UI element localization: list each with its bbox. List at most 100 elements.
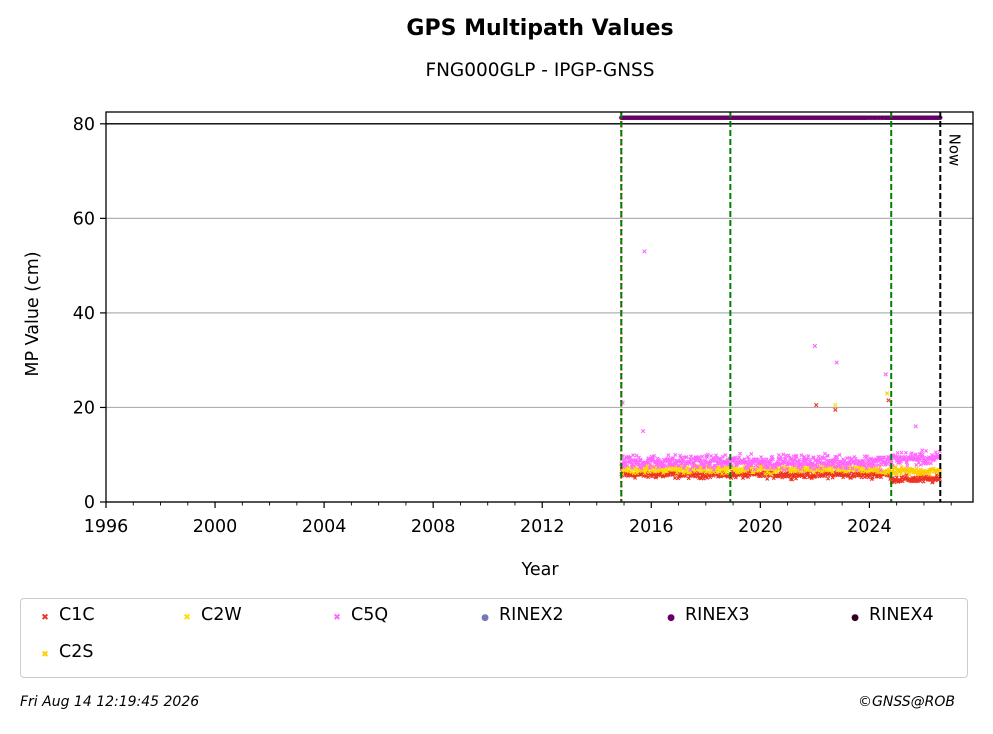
data-point-c2w [647, 470, 652, 475]
data-point-c5q [779, 457, 784, 462]
data-point-c2w [650, 468, 655, 473]
x-tick-label: 2024 [847, 517, 892, 537]
data-point-c5q [899, 450, 904, 455]
data-point-c2w [681, 471, 686, 476]
data-point-c5q [909, 451, 914, 456]
data-point-c5q [865, 454, 870, 459]
data-point-c5q [665, 456, 670, 461]
data-point-c5q [684, 455, 689, 460]
data-point-c1c [879, 475, 884, 480]
data-point-c5q [895, 451, 900, 456]
data-point-c5q [920, 448, 925, 453]
data-point-c2w [674, 470, 679, 475]
data-point-c1c [826, 476, 831, 481]
legend-marker-icon: ● [667, 613, 675, 623]
data-point-c2s [899, 471, 904, 476]
outlier-point-c5q [640, 428, 646, 434]
footer-credit: ©GNSS@ROB [858, 694, 955, 710]
data-point-c5q [712, 463, 717, 468]
data-point-c5q [663, 464, 668, 469]
data-point-c5q [845, 466, 850, 471]
data-point-c1c [688, 474, 692, 479]
data-point-c5q [745, 455, 750, 460]
data-point-c2s [907, 472, 912, 477]
x-tick-label: 2016 [629, 517, 674, 537]
data-point-c1c [813, 474, 818, 479]
legend-item-c2w: ✖ C2W [181, 605, 242, 625]
legend-label: C2W [201, 605, 242, 625]
data-point-c5q [697, 455, 702, 460]
legend-label: C5Q [351, 605, 389, 625]
data-point-c5q [854, 468, 859, 473]
legend-label: C2S [59, 642, 94, 662]
data-point-c5q [738, 451, 743, 456]
data-point-c5q [746, 465, 751, 470]
legend-label: RINEX4 [869, 605, 934, 625]
data-point-c5q [752, 467, 757, 472]
y-tick-label: 20 [73, 398, 95, 418]
data-point-c5q [656, 465, 661, 470]
data-point-c5q [788, 461, 793, 466]
now-label: Now [945, 134, 963, 167]
data-point-c5q [799, 464, 804, 469]
legend-marker-icon: ✖ [41, 650, 49, 660]
data-point-c1c [921, 479, 926, 484]
data-point-c5q [873, 463, 878, 468]
y-tick-label: 60 [73, 209, 95, 229]
data-point-c5q [711, 456, 716, 461]
data-point-c5q [834, 454, 839, 459]
data-point-c5q [869, 456, 874, 461]
data-point-c2w [860, 469, 865, 474]
data-point-c5q [651, 464, 656, 469]
x-tick-label: 2012 [520, 517, 565, 537]
data-point-c5q [903, 450, 908, 455]
data-point-c2w [723, 471, 728, 476]
legend-item-c2s: ✖ C2S [39, 642, 93, 662]
footer-timestamp: Fri Aug 14 12:19:45 2026 [20, 694, 200, 710]
data-point-c5q [733, 455, 738, 460]
legend-item-c1c: ✖ C1C [39, 605, 94, 625]
x-tick-label: 2020 [738, 517, 783, 537]
data-point-c5q [746, 457, 751, 462]
data-point-c1c [937, 477, 942, 482]
data-point-c5q [671, 456, 676, 461]
data-point-c5q [797, 457, 802, 462]
data-point-c5q [692, 463, 697, 468]
plot-frame [105, 111, 974, 503]
data-point-c2w [644, 469, 649, 474]
data-point-c5q [723, 453, 728, 458]
data-point-c5q [933, 450, 938, 455]
data-point-c5q [755, 457, 760, 462]
data-point-c5q [712, 467, 717, 472]
legend-marker-icon: ✖ [333, 613, 341, 623]
legend-item-rinex3: ● RINEX3 [665, 605, 750, 625]
x-tick-label: 1996 [84, 517, 129, 537]
data-point-c2w [775, 469, 780, 474]
legend-marker-icon: ● [481, 613, 489, 623]
data-point-c5q [652, 453, 657, 458]
data-point-c5q [762, 465, 767, 470]
data-point-c2w [629, 470, 634, 475]
data-point-c1c [765, 476, 770, 481]
data-point-c5q [842, 459, 847, 464]
data-point-c5q [929, 453, 934, 458]
legend-marker-icon: ✖ [183, 613, 191, 623]
data-point-c5q [635, 458, 640, 463]
outlier-point-c5q [834, 360, 839, 365]
data-point-c5q [745, 462, 750, 467]
data-point-c5q [766, 466, 771, 471]
data-point-c5q [924, 449, 929, 453]
data-point-c5q [720, 454, 725, 459]
data-point-c5q [673, 452, 678, 457]
data-point-c5q [625, 463, 630, 468]
outlier-point-c1c [814, 402, 819, 408]
x-axis-label: Year [520, 560, 559, 580]
chart-title: GPS Multipath Values [406, 16, 674, 41]
data-point-c5q [894, 455, 899, 460]
data-point-c2s [914, 466, 919, 471]
data-point-c5q [905, 463, 910, 468]
legend-label: RINEX2 [499, 605, 564, 625]
data-point-c5q [681, 465, 686, 470]
x-tick-label: 2004 [302, 517, 347, 537]
